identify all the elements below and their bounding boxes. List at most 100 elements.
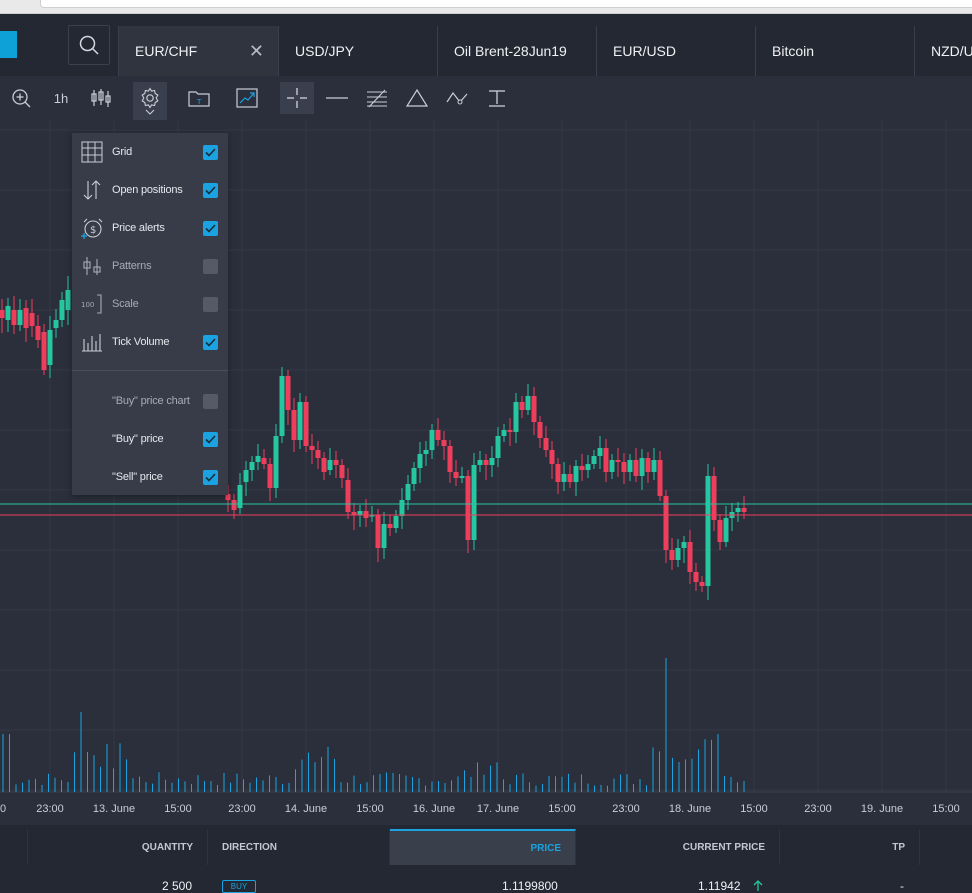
column-header-direction[interactable]: DIRECTION <box>208 829 390 865</box>
menu-item-tick-volume[interactable]: Tick Volume <box>72 323 228 361</box>
candle-body <box>471 465 477 540</box>
instrument-tab-bar: EUR/CHF ✕ USD/JPY Oil Brent-28Jun19 EUR/… <box>0 14 972 76</box>
x-axis-tick-label: 15:00 <box>164 803 192 815</box>
menu-item-open-positions[interactable]: Open positions <box>72 171 228 209</box>
fibonacci-tool[interactable] <box>360 82 394 114</box>
tab-label: EUR/USD <box>613 43 677 59</box>
up-down-arrows-icon <box>80 178 104 202</box>
templates-button[interactable]: T <box>182 82 216 114</box>
candle-body <box>237 485 243 508</box>
candle-body <box>285 376 291 410</box>
browser-address-bar <box>0 0 972 14</box>
header-label: PRICE <box>530 842 561 854</box>
candle-body <box>735 508 741 512</box>
alarm-clock-dollar-icon: $ <box>80 216 104 240</box>
chart-type-button[interactable] <box>84 82 118 114</box>
column-header-tp[interactable]: TP <box>780 829 920 865</box>
tick-volume-checkbox[interactable] <box>203 334 218 350</box>
candle-body <box>609 460 615 472</box>
tab-nzd-usd[interactable]: NZD/US <box>914 26 972 76</box>
candle-body <box>717 520 723 542</box>
candle-body <box>603 448 609 472</box>
candle-body <box>423 450 429 454</box>
candle-body <box>621 462 627 472</box>
header-label: DIRECTION <box>222 841 277 853</box>
close-icon[interactable]: ✕ <box>248 41 264 61</box>
candle-body <box>477 460 483 465</box>
tab-bitcoin[interactable]: Bitcoin <box>755 26 915 76</box>
grid-checkbox[interactable] <box>203 144 218 160</box>
zoom-button[interactable] <box>4 82 38 114</box>
candle-body <box>513 402 519 432</box>
candle-body <box>65 290 71 310</box>
candle-body <box>435 430 441 440</box>
price-value: 1.1199800 <box>502 879 558 893</box>
menu-item-label: "Buy" price <box>112 433 164 445</box>
candle-body <box>417 454 423 468</box>
chart-settings-button[interactable] <box>133 82 167 120</box>
candle-body <box>333 460 339 465</box>
candle-body <box>249 462 255 470</box>
indicators-button[interactable] <box>230 82 264 114</box>
crosshair-tool[interactable] <box>280 82 314 114</box>
x-axis-tick-label: 18. June <box>669 803 711 815</box>
candle-body <box>291 410 297 440</box>
candle-body <box>315 450 321 458</box>
svg-text:T: T <box>196 98 202 106</box>
tab-eur-chf[interactable]: EUR/CHF ✕ <box>118 26 278 76</box>
menu-item-grid[interactable]: Grid <box>72 133 228 171</box>
candle-body <box>489 458 495 465</box>
price-chart[interactable]: 0 23:00 13. June 15:00 23:00 14. June 15:00 16.… <box>0 120 972 825</box>
menu-item-sell-price[interactable]: "Sell" price <box>72 458 228 496</box>
text-tool[interactable] <box>480 82 514 114</box>
column-header-price[interactable]: PRICE <box>390 829 576 865</box>
column-header-current-price[interactable]: CURRENT PRICE <box>576 829 780 865</box>
candle-body <box>459 476 465 478</box>
column-header-quantity[interactable]: QUANTITY <box>28 829 208 865</box>
candle-body <box>243 470 249 482</box>
tab-label: Oil Brent-28Jun19 <box>454 43 567 59</box>
x-axis-tick-label: 14. June <box>285 803 327 815</box>
tab-usd-jpy[interactable]: USD/JPY <box>278 26 438 76</box>
menu-item-label: Patterns <box>112 260 152 272</box>
price-alerts-checkbox[interactable] <box>203 220 218 236</box>
horizontal-line-tool[interactable] <box>320 82 354 114</box>
candle-body <box>579 466 585 470</box>
menu-item-buy-price[interactable]: "Buy" price <box>72 420 228 458</box>
menu-item-patterns[interactable]: Patterns <box>72 247 228 285</box>
candle-body <box>273 436 279 488</box>
candle-body <box>711 476 717 520</box>
candle-body <box>483 460 489 465</box>
horizontal-line-icon <box>326 97 348 99</box>
open-positions-checkbox[interactable] <box>203 182 218 198</box>
x-axis-tick-label: 15:00 <box>932 803 960 815</box>
menu-button[interactable] <box>0 31 17 58</box>
grid-icon <box>80 140 104 164</box>
tab-oil-brent[interactable]: Oil Brent-28Jun19 <box>437 26 596 76</box>
sell-price-checkbox[interactable] <box>203 469 218 485</box>
timeframe-label: 1h <box>53 90 69 106</box>
volume-bars-icon <box>80 330 104 354</box>
direction-badge: BUY <box>222 880 256 893</box>
candle-body <box>555 464 561 482</box>
tab-eur-usd[interactable]: EUR/USD <box>596 26 755 76</box>
trend-chart-icon <box>236 88 258 108</box>
x-axis-tick-label: 15:00 <box>740 803 768 815</box>
buy-price-chart-checkbox[interactable] <box>203 393 218 409</box>
timeframe-button[interactable]: 1h <box>44 82 78 114</box>
patterns-checkbox[interactable] <box>203 258 218 274</box>
menu-item-scale[interactable]: 100 Scale <box>72 285 228 323</box>
tab-label: USD/JPY <box>295 43 355 59</box>
arrow-up-icon <box>753 880 763 891</box>
menu-item-buy-price-chart[interactable]: "Buy" price chart <box>72 382 228 420</box>
search-button[interactable] <box>68 25 110 65</box>
candle-body <box>573 466 579 482</box>
candle-body <box>369 515 375 517</box>
candle-body <box>387 524 393 528</box>
menu-item-price-alerts[interactable]: $ Price alerts <box>72 209 228 247</box>
candle-body <box>441 440 447 446</box>
triangle-tool[interactable] <box>400 82 434 114</box>
wave-tool[interactable] <box>440 82 474 114</box>
scale-checkbox[interactable] <box>203 296 218 312</box>
buy-price-checkbox[interactable] <box>203 431 218 447</box>
